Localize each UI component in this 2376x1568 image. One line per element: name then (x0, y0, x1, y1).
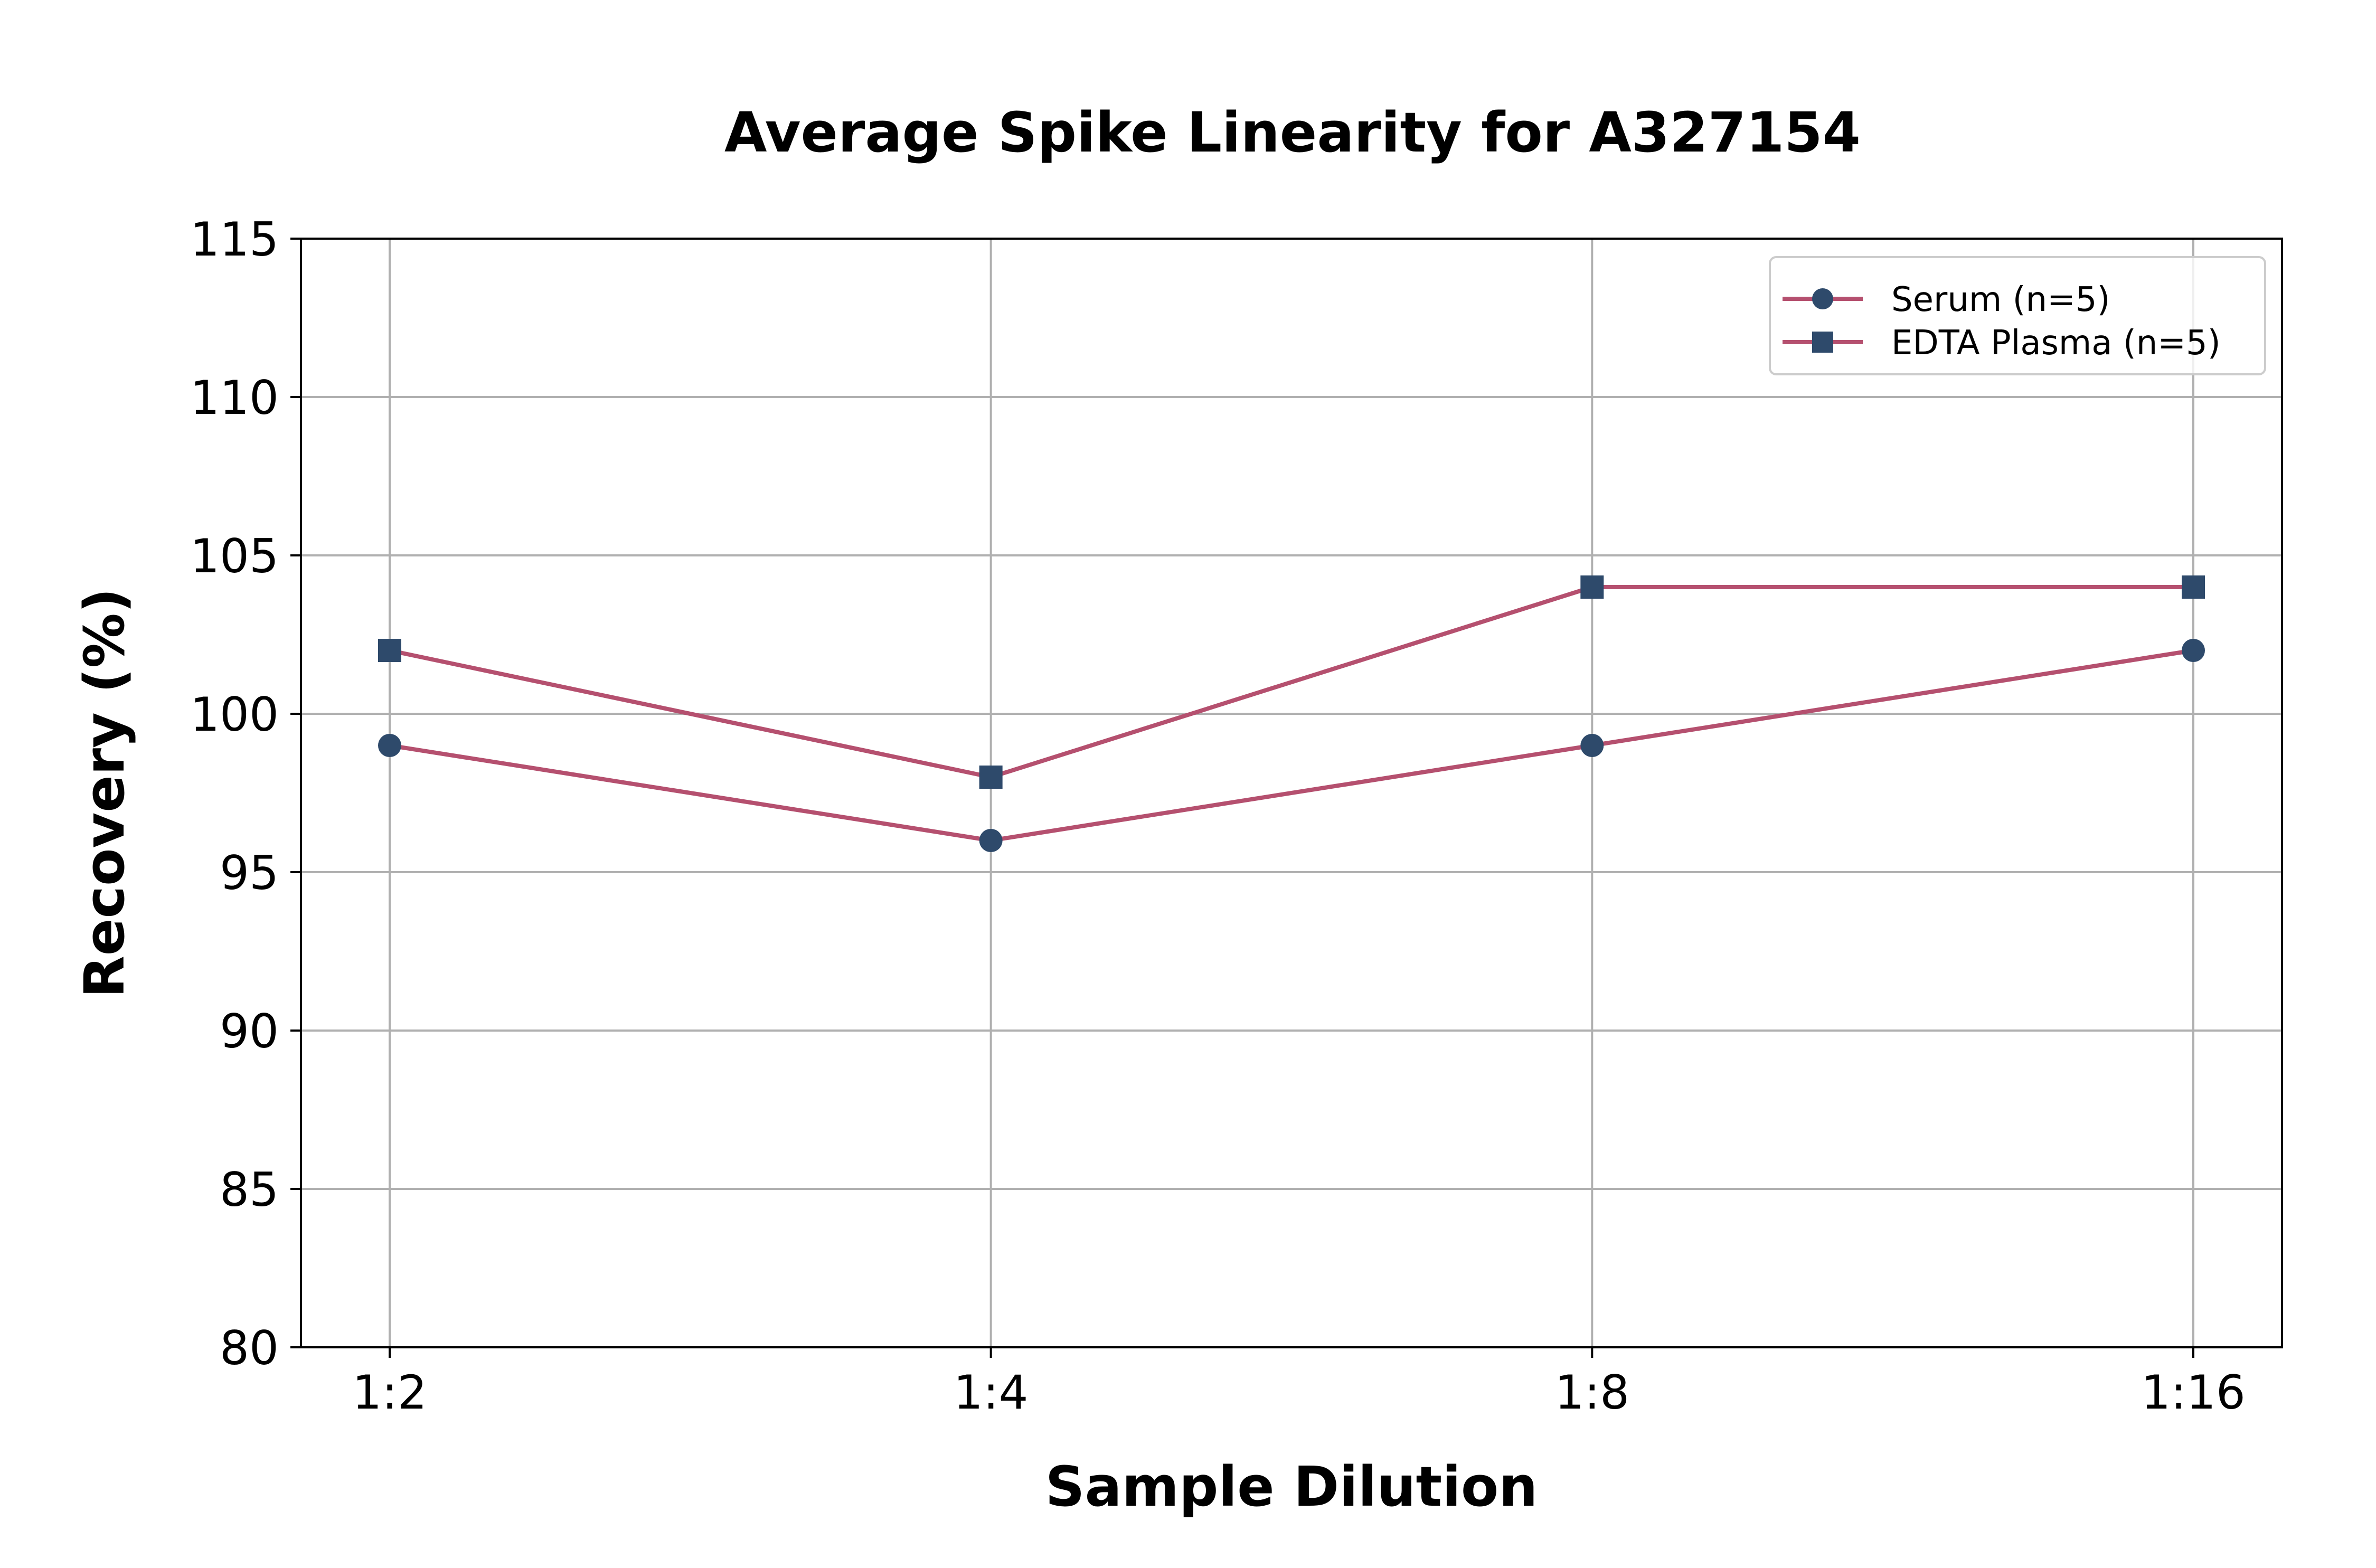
legend: Serum (n=5) EDTA Plasma (n=5) (1769, 256, 2266, 375)
chart-title: Average Spike Linearity for A327154 (724, 100, 1861, 165)
legend-marker (1812, 288, 1833, 309)
legend-frame (1769, 256, 2266, 375)
y-tick-label: 100 (190, 687, 279, 742)
data-point-edta-plasma (378, 639, 401, 662)
data-point-serum (1580, 734, 1604, 757)
data-point-edta-plasma (1580, 575, 1604, 599)
legend-label-serum: Serum (n=5) (1891, 280, 2110, 319)
data-point-serum (979, 829, 1003, 852)
series-edta-plasma (378, 575, 2205, 789)
data-point-edta-plasma (979, 766, 1003, 789)
y-axis-label: Recovery (%) (72, 588, 137, 998)
y-tick-label: 90 (220, 1004, 279, 1059)
x-tick-label: 1:8 (1555, 1365, 1630, 1420)
x-tick-label: 1:2 (352, 1365, 427, 1420)
data-point-serum (2182, 639, 2205, 662)
data-point-serum (378, 734, 401, 757)
y-tick-label: 85 (220, 1163, 279, 1217)
y-tick-label: 110 (190, 371, 279, 425)
y-tick-label: 80 (220, 1321, 279, 1375)
legend-label-edta-plasma: EDTA Plasma (n=5) (1891, 324, 2221, 363)
legend-item-edta-plasma: EDTA Plasma (n=5) (1783, 324, 2221, 363)
x-tick-label: 1:4 (954, 1365, 1029, 1420)
series-line-edta-plasma (389, 585, 2193, 779)
data-point-edta-plasma (2182, 575, 2205, 599)
ticks: 1:2 1:4 1:8 1:16 80 85 90 95 100 105 110 115 (190, 212, 2246, 1420)
series-serum (378, 639, 2205, 852)
legend-item-serum: Serum (n=5) (1783, 280, 2110, 319)
y-tick-label: 115 (190, 212, 279, 267)
y-tick-label: 95 (220, 846, 279, 900)
legend-marker (1812, 332, 1833, 353)
series-layer (378, 575, 2205, 852)
x-axis-label: Sample Dilution (1045, 1454, 1538, 1519)
series-line-serum (389, 648, 2194, 843)
y-tick-label: 105 (190, 529, 279, 583)
x-tick-label: 1:16 (2141, 1365, 2246, 1420)
plot-frame (300, 238, 2283, 1348)
